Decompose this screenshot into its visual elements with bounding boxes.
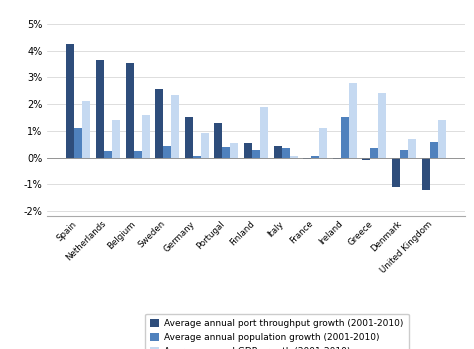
Bar bbox=[230, 143, 238, 157]
Bar bbox=[370, 148, 378, 157]
Bar bbox=[193, 156, 201, 157]
Bar bbox=[126, 62, 134, 157]
Bar bbox=[378, 94, 386, 157]
Bar bbox=[185, 117, 193, 157]
Bar bbox=[74, 128, 82, 157]
Bar bbox=[155, 89, 163, 157]
Bar bbox=[408, 139, 416, 157]
Bar bbox=[303, 157, 311, 159]
Bar bbox=[260, 107, 268, 157]
Bar bbox=[282, 148, 290, 157]
Bar bbox=[171, 95, 179, 157]
Bar bbox=[142, 115, 149, 157]
Bar bbox=[163, 146, 171, 157]
Bar bbox=[400, 149, 408, 157]
Bar bbox=[290, 156, 298, 157]
Bar bbox=[363, 157, 370, 160]
Bar bbox=[421, 157, 429, 190]
Bar bbox=[112, 120, 120, 157]
Bar bbox=[392, 157, 400, 187]
Bar bbox=[429, 141, 438, 157]
Bar bbox=[349, 83, 357, 157]
Bar bbox=[273, 146, 282, 157]
Bar bbox=[252, 149, 260, 157]
Bar bbox=[438, 120, 446, 157]
Bar bbox=[333, 157, 341, 159]
Bar bbox=[214, 123, 222, 157]
Bar bbox=[104, 151, 112, 157]
Bar bbox=[341, 117, 349, 157]
Bar bbox=[311, 156, 319, 157]
Legend: Average annual port throughput growth (2001-2010), Average annual population gro: Average annual port throughput growth (2… bbox=[145, 313, 409, 349]
Bar bbox=[201, 133, 209, 157]
Bar bbox=[244, 143, 252, 157]
Bar bbox=[66, 44, 74, 157]
Bar bbox=[319, 128, 327, 157]
Bar bbox=[222, 147, 230, 157]
Bar bbox=[82, 102, 91, 157]
Bar bbox=[134, 151, 142, 157]
Bar bbox=[96, 60, 104, 157]
